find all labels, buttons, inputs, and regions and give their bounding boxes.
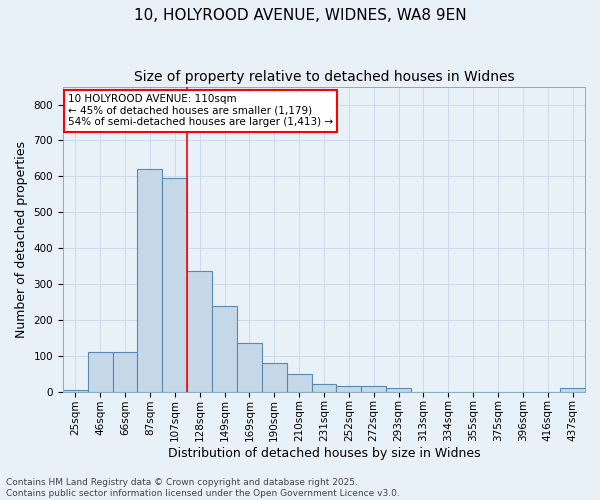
Bar	[137, 169, 163, 392]
Bar	[237, 343, 262, 392]
Bar	[88, 352, 113, 392]
Bar	[337, 386, 361, 392]
Bar	[113, 352, 137, 392]
Bar	[311, 384, 337, 392]
Bar	[187, 272, 212, 392]
Text: 10, HOLYROOD AVENUE, WIDNES, WA8 9EN: 10, HOLYROOD AVENUE, WIDNES, WA8 9EN	[134, 8, 466, 22]
Text: Contains HM Land Registry data © Crown copyright and database right 2025.
Contai: Contains HM Land Registry data © Crown c…	[6, 478, 400, 498]
Y-axis label: Number of detached properties: Number of detached properties	[15, 140, 28, 338]
Bar	[361, 386, 386, 392]
Bar	[163, 178, 187, 392]
X-axis label: Distribution of detached houses by size in Widnes: Distribution of detached houses by size …	[167, 447, 480, 460]
Bar	[212, 306, 237, 392]
Bar	[287, 374, 311, 392]
Bar	[262, 363, 287, 392]
Bar	[386, 388, 411, 392]
Title: Size of property relative to detached houses in Widnes: Size of property relative to detached ho…	[134, 70, 514, 84]
Bar	[560, 388, 585, 392]
Bar	[63, 390, 88, 392]
Text: 10 HOLYROOD AVENUE: 110sqm
← 45% of detached houses are smaller (1,179)
54% of s: 10 HOLYROOD AVENUE: 110sqm ← 45% of deta…	[68, 94, 333, 128]
